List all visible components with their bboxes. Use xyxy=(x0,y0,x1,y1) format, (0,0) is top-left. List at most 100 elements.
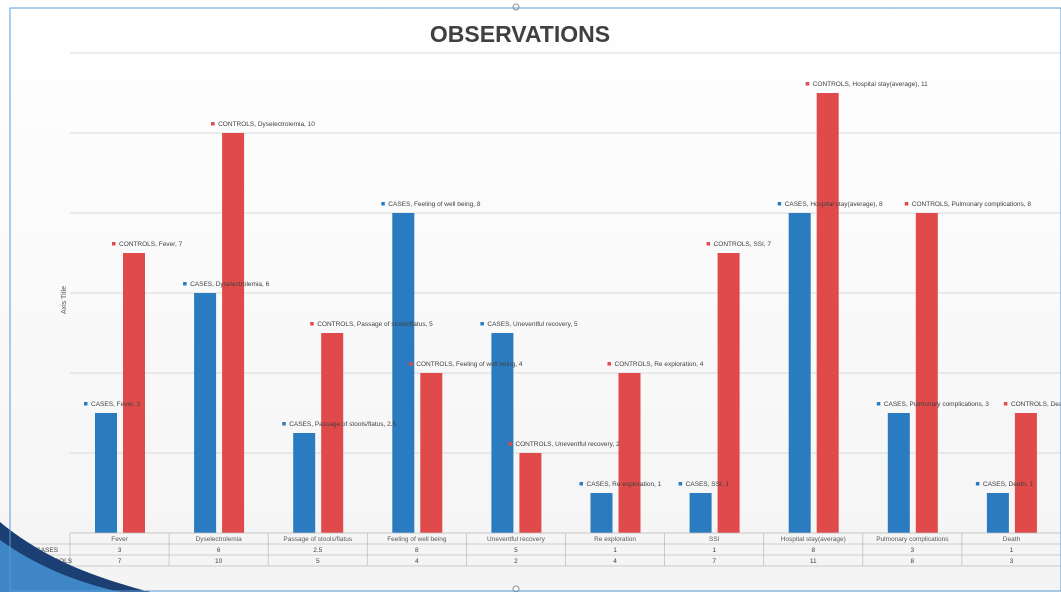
y-axis-title: Axis Title xyxy=(61,286,68,314)
data-label-controls: CONTROLS, Death, 3 xyxy=(1003,401,1061,408)
bar-controls[interactable] xyxy=(123,253,145,533)
bar-cases[interactable] xyxy=(689,493,712,533)
data-label-marker xyxy=(805,82,810,86)
data-label-marker xyxy=(777,202,782,206)
category-label: Dyselectrolemia xyxy=(196,536,243,543)
selection-handle-bottom[interactable] xyxy=(512,585,520,592)
bar-cases[interactable] xyxy=(491,333,514,533)
chart-frame xyxy=(9,7,1061,592)
data-label-cases: CASES, Uneventful recovery, 5 xyxy=(480,321,578,328)
category-label: Death xyxy=(1003,536,1021,543)
category-label: Uneventful recovery xyxy=(487,536,546,543)
bars xyxy=(95,93,1037,533)
data-label-cases: CASES, Re exploration, 1 xyxy=(579,481,662,488)
data-label-text: CONTROLS, Feeling of well being, 4 xyxy=(416,361,523,368)
data-label-marker xyxy=(508,442,512,446)
data-label-text: CASES, Dyselectrolemia, 6 xyxy=(190,281,269,288)
data-label-cases: CASES, Fever, 3 xyxy=(84,401,141,408)
data-label-text: CONTROLS, Passage of stools/flatus, 5 xyxy=(317,321,433,328)
category-label: Feeling of well being xyxy=(387,536,447,543)
bar-controls[interactable] xyxy=(321,333,344,533)
bar-controls[interactable] xyxy=(222,133,245,533)
data-label-text: CONTROLS, Re exploration, 4 xyxy=(615,361,704,368)
data-label-controls: CONTROLS, Feeling of well being, 4 xyxy=(409,361,523,368)
table-cell: 7 xyxy=(118,558,122,565)
bar-cases[interactable] xyxy=(392,213,415,533)
bar-controls[interactable] xyxy=(420,373,443,533)
data-label-controls: CONTROLS, Re exploration, 4 xyxy=(607,361,704,368)
data-label-text: CONTROLS, SSI, 7 xyxy=(714,241,772,248)
data-label-text: CONTROLS, Pulmonary complications, 8 xyxy=(912,201,1032,208)
data-label-marker xyxy=(183,282,187,286)
data-label-text: CASES, Death, 1 xyxy=(983,481,1034,488)
data-label-controls: CONTROLS, Uneventful recovery, 2 xyxy=(508,441,620,448)
data-label-marker xyxy=(607,362,611,366)
data-label-marker xyxy=(409,362,413,366)
table-cell: 3 xyxy=(1010,558,1014,565)
table-cell: 4 xyxy=(613,558,617,565)
table-cell: 8 xyxy=(811,547,815,554)
table-cell: 2 xyxy=(514,558,518,565)
table-cell: 2.5 xyxy=(313,547,322,554)
bar-controls[interactable] xyxy=(915,213,938,533)
data-label-cases: CASES, Death, 1 xyxy=(975,481,1034,488)
legend-entry-cases: CASES xyxy=(36,547,59,554)
data-label-controls: CONTROLS, SSI, 7 xyxy=(706,241,772,248)
data-label-marker xyxy=(579,482,583,486)
table-cell: 1 xyxy=(712,547,716,554)
category-label: Hospital stay(average) xyxy=(781,536,846,543)
table-cell: 7 xyxy=(712,558,716,565)
data-label-text: CONTROLS, Hospital stay(average), 11 xyxy=(813,81,928,88)
table-cell: 3 xyxy=(118,547,122,554)
data-label-marker xyxy=(211,122,215,126)
data-label-controls: CONTROLS, Pulmonary complications, 8 xyxy=(904,201,1032,208)
data-label-marker xyxy=(282,422,286,426)
bar-controls[interactable] xyxy=(519,453,542,533)
table-cell: 8 xyxy=(415,547,419,554)
data-label-controls: CONTROLS, Dyselectrolemia, 10 xyxy=(211,121,315,128)
table-cell: 4 xyxy=(415,558,419,565)
data-label-text: CASES, SSI, 1 xyxy=(686,481,730,488)
data-labels: CASES, Fever, 3 CASES, Dyselectrolemia, 6… xyxy=(84,81,1061,488)
bar-cases[interactable] xyxy=(194,293,217,533)
data-label-marker xyxy=(1003,402,1008,406)
data-label-text: CONTROLS, Death, 3 xyxy=(1011,401,1061,408)
category-label: Passage of stools/flatus xyxy=(283,536,352,543)
bar-controls[interactable] xyxy=(717,253,740,533)
table-cell: 6 xyxy=(217,547,221,554)
data-label-text: CASES, Passage of stools/flatus, 2.5 xyxy=(289,421,396,428)
data-label-cases: CASES, Passage of stools/flatus, 2.5 xyxy=(282,421,397,428)
bar-cases[interactable] xyxy=(293,433,316,533)
data-label-text: CASES, Fever, 3 xyxy=(91,401,141,408)
bar-cases[interactable] xyxy=(788,213,811,533)
bar-cases[interactable] xyxy=(95,413,117,533)
data-label-cases: CASES, Hospital stay(average), 8 xyxy=(777,201,883,208)
data-label-marker xyxy=(706,242,711,246)
data-label-text: CONTROLS, Uneventful recovery, 2 xyxy=(515,441,620,448)
bar-controls[interactable] xyxy=(816,93,839,533)
data-label-marker xyxy=(876,402,881,406)
bar-controls[interactable] xyxy=(1014,413,1037,533)
data-label-marker xyxy=(904,202,909,206)
bar-cases[interactable] xyxy=(887,413,910,533)
data-label-text: CASES, Re exploration, 1 xyxy=(587,481,662,488)
corner-swoosh-light xyxy=(0,540,120,592)
data-label-marker xyxy=(112,242,116,246)
selection-handle-top[interactable] xyxy=(512,3,520,11)
data-label-text: CONTROLS, Fever, 7 xyxy=(119,241,183,248)
category-label: Fever xyxy=(111,536,128,543)
table-cell: 1 xyxy=(1010,547,1014,554)
bar-cases[interactable] xyxy=(986,493,1009,533)
bar-controls[interactable] xyxy=(618,373,641,533)
data-label-marker xyxy=(480,322,484,326)
data-label-marker xyxy=(84,402,88,406)
category-label: SSI xyxy=(709,536,720,543)
table-cell: 11 xyxy=(810,558,817,565)
data-label-cases: CASES, Dyselectrolemia, 6 xyxy=(183,281,270,288)
bar-cases[interactable] xyxy=(590,493,613,533)
table-cell: 3 xyxy=(911,547,915,554)
category-label: Re exploration xyxy=(594,536,636,543)
table-cell: 5 xyxy=(316,558,320,565)
